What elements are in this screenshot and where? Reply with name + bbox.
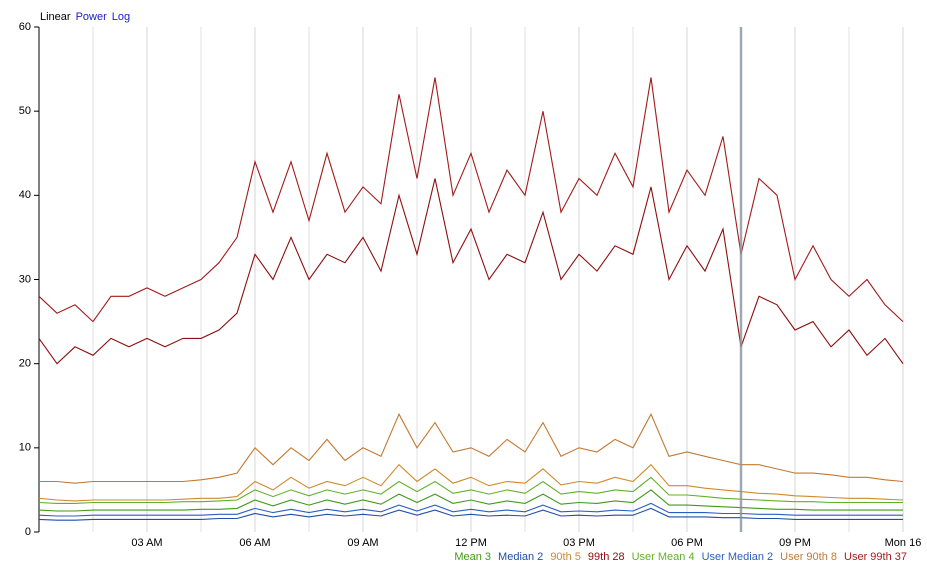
- y-tick-label: 10: [19, 442, 31, 454]
- series-line: [38, 463, 904, 502]
- legend-entry: User 90th 8: [780, 551, 837, 563]
- x-tick-label: 03 PM: [563, 537, 595, 549]
- scale-option[interactable]: Power: [76, 11, 108, 23]
- legend-entry: User 99th 37: [844, 551, 907, 563]
- y-tick-label: 20: [19, 358, 31, 370]
- y-tick-label: 0: [25, 526, 31, 538]
- x-tick-label: 03 AM: [131, 537, 162, 549]
- legend-entry: User Median 2: [702, 551, 774, 563]
- series-line: [39, 412, 904, 484]
- series-line: [38, 178, 904, 365]
- scale-option[interactable]: Log: [112, 11, 130, 23]
- series-line: [38, 77, 904, 323]
- y-tick-label: 40: [19, 189, 31, 201]
- x-tick-label: 12 PM: [455, 537, 487, 549]
- legend-entry: User Mean 4: [632, 551, 695, 563]
- legend-entry: Median 2: [498, 551, 543, 563]
- x-tick-label: 09 PM: [779, 537, 811, 549]
- y-tick-label: 30: [19, 273, 31, 285]
- legend-entry: Mean 3: [454, 551, 491, 563]
- x-tick-label: 06 PM: [671, 537, 703, 549]
- x-tick-label: 06 AM: [239, 537, 270, 549]
- series-line: [38, 489, 903, 512]
- series-line: [38, 507, 903, 521]
- scale-option[interactable]: Linear: [40, 11, 71, 23]
- y-tick-label: 50: [19, 105, 31, 117]
- series-line: [38, 476, 903, 504]
- x-tick-label: 09 AM: [347, 537, 378, 549]
- legend-entry: 99th 28: [588, 551, 625, 563]
- x-tick-label: Mon 16: [885, 537, 922, 549]
- series-line: [38, 502, 903, 517]
- legend-entry: 90th 5: [550, 551, 581, 563]
- y-tick-label: 60: [19, 21, 31, 33]
